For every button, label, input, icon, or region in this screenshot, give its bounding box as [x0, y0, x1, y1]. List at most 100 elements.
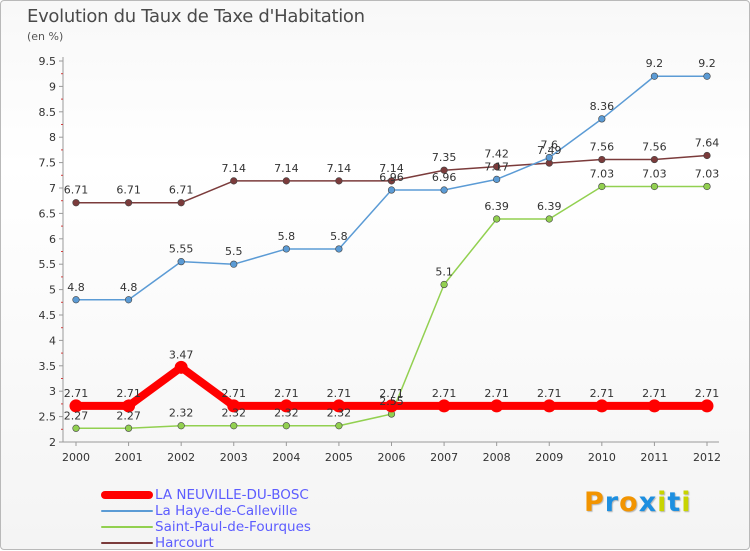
data-label: 7.17 — [484, 160, 509, 173]
data-point — [598, 115, 606, 123]
x-tick-label: 2010 — [588, 451, 616, 464]
data-point — [703, 151, 711, 160]
data-point — [595, 399, 609, 413]
data-point — [700, 399, 714, 413]
logo-letter: x — [638, 487, 658, 518]
data-label: 2.32 — [327, 407, 352, 420]
data-point — [335, 245, 343, 253]
data-label: 2.71 — [432, 387, 457, 400]
legend-label: LA NEUVILLE-DU-BOSC — [155, 487, 309, 503]
data-point — [703, 72, 711, 80]
data-point — [385, 399, 398, 413]
x-tick-label: 2000 — [62, 451, 90, 464]
data-point — [335, 177, 343, 185]
legend-label: Saint-Paul-de-Fourques — [155, 519, 311, 535]
data-label: 2.71 — [327, 387, 352, 400]
y-axis-unit-label: (en %) — [27, 30, 64, 43]
data-point — [387, 186, 396, 194]
data-label: 5.8 — [330, 230, 348, 243]
data-point — [335, 422, 343, 430]
legend-label: La Haye-de-Calleville — [155, 503, 298, 519]
data-label: 6.39 — [484, 200, 509, 213]
data-label: 4.8 — [67, 281, 85, 294]
data-point — [177, 199, 185, 207]
data-point — [490, 399, 504, 413]
data-label: 7.56 — [590, 141, 615, 154]
data-label: 2.71 — [590, 387, 615, 400]
x-tick-label: 2002 — [167, 451, 195, 464]
data-point — [174, 360, 188, 374]
data-label: 6.96 — [432, 171, 457, 184]
data-label: 5.8 — [278, 230, 296, 243]
data-label: 2.27 — [116, 409, 141, 422]
data-point — [545, 215, 553, 223]
x-tick-label: 2001 — [115, 451, 143, 464]
data-label: 7.56 — [642, 141, 667, 154]
y-tick-label: 2.5 — [39, 411, 57, 424]
data-point — [230, 260, 238, 268]
data-label: 7.64 — [695, 136, 720, 149]
data-label: 2.32 — [222, 407, 247, 420]
data-label: 2.71 — [64, 387, 89, 400]
chart-title: Evolution du Taux de Taxe d'Habitation — [27, 6, 365, 27]
x-tick-label: 2005 — [325, 451, 353, 464]
logo-letter: t — [667, 487, 682, 518]
logo-letter: o — [619, 487, 639, 518]
data-point — [440, 280, 448, 289]
legend-swatch — [101, 542, 153, 544]
data-point — [650, 155, 659, 164]
x-tick-label: 2012 — [693, 451, 721, 464]
data-point — [542, 399, 556, 413]
logo-letter: P — [584, 487, 605, 518]
data-point — [387, 177, 396, 185]
data-point — [72, 296, 80, 304]
data-label: 9.2 — [646, 57, 664, 70]
data-label: 2.71 — [379, 387, 404, 400]
data-point — [598, 155, 606, 164]
data-label: 2.71 — [274, 387, 299, 400]
data-point — [332, 399, 346, 413]
data-point — [703, 182, 711, 191]
y-tick-label: 5 — [49, 284, 56, 297]
data-point — [282, 245, 290, 253]
y-tick-label: 8.5 — [39, 106, 57, 119]
data-label: 2.71 — [642, 387, 667, 400]
data-label: 7.6 — [541, 139, 559, 152]
data-point — [177, 422, 185, 430]
data-label: 7.03 — [642, 167, 667, 180]
y-tick-label: 5.5 — [39, 258, 57, 271]
data-label: 2.71 — [537, 387, 562, 400]
data-point — [279, 399, 293, 413]
data-label: 2.71 — [116, 387, 141, 400]
data-label: 7.14 — [222, 162, 247, 175]
legend-swatch — [101, 510, 153, 512]
data-point — [227, 399, 241, 413]
data-point — [282, 422, 290, 430]
data-label: 9.2 — [698, 57, 716, 70]
data-point — [72, 424, 80, 432]
data-point — [650, 72, 659, 80]
data-label: 2.32 — [274, 407, 299, 420]
data-point — [69, 399, 83, 413]
logo-letter: i — [657, 487, 668, 518]
data-point — [122, 399, 136, 413]
data-label: 2.71 — [484, 387, 509, 400]
y-tick-label: 7.5 — [39, 157, 57, 170]
data-point — [493, 163, 501, 171]
data-point — [177, 258, 185, 266]
x-tick-label: 2004 — [272, 451, 300, 464]
data-point — [493, 175, 501, 183]
data-label: 6.39 — [537, 200, 562, 213]
data-label: 8.36 — [590, 100, 615, 113]
data-point — [72, 199, 80, 207]
x-tick-label: 2008 — [483, 451, 511, 464]
y-tick-label: 9.5 — [39, 55, 57, 68]
y-tick-label: 4 — [49, 334, 56, 347]
data-label: 5.55 — [169, 243, 194, 256]
x-tick-label: 2006 — [378, 451, 406, 464]
y-tick-label: 6.5 — [39, 207, 57, 220]
data-label: 5.1 — [435, 266, 453, 279]
data-label: 2.71 — [695, 387, 720, 400]
data-point — [440, 166, 448, 174]
data-point — [545, 153, 553, 162]
